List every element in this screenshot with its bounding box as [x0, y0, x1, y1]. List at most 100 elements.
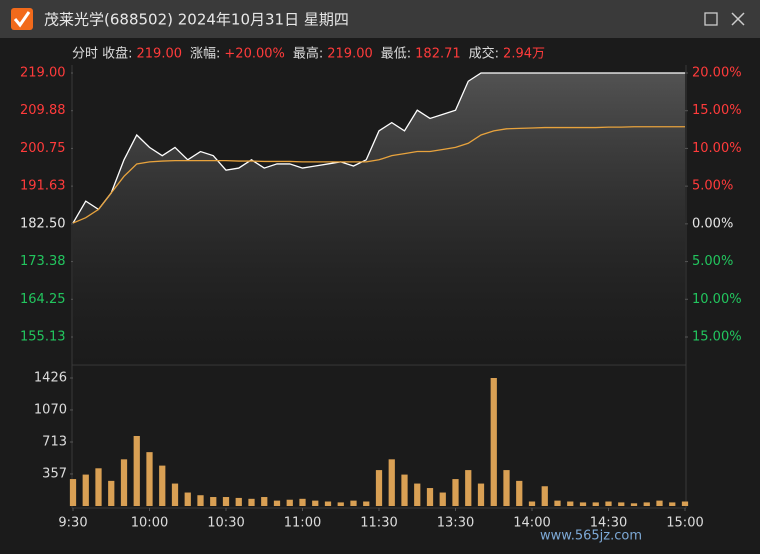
volume-bar — [363, 501, 370, 506]
volume-bar — [146, 452, 153, 506]
volume-bar — [184, 492, 191, 506]
volume-bar — [120, 459, 128, 506]
volume-bar — [375, 470, 383, 506]
y-tick-label: 173.38 — [20, 254, 66, 269]
volume-bar — [286, 499, 293, 506]
volume-tick-label: 1426 — [34, 371, 67, 386]
x-tick-label: 10:00 — [131, 516, 168, 531]
x-tick-label: 15:00 — [666, 516, 703, 531]
title-bar — [0, 0, 760, 38]
volume-bar — [95, 468, 102, 506]
volume-bar — [414, 483, 421, 506]
window-title: 茂莱光学(688502) 2024年10月31日 星期四 — [44, 11, 349, 29]
volume-bar — [222, 497, 230, 506]
average-line — [72, 126, 685, 224]
volume-bar — [82, 474, 89, 506]
volume-bar — [108, 480, 115, 506]
volume-bar — [299, 498, 306, 506]
volume-bar — [235, 497, 242, 506]
close-button[interactable] — [731, 12, 745, 26]
info-label: 成交: — [469, 46, 499, 62]
info-value: +20.00% — [224, 47, 284, 62]
volume-bar — [324, 501, 332, 506]
volume-bar — [567, 501, 574, 506]
y-tick-label: 200.75 — [20, 141, 66, 156]
y-tick-label: 219.00 — [20, 66, 66, 81]
maximize-button[interactable] — [704, 12, 718, 26]
volume-bar — [579, 502, 587, 506]
y2-tick-label: 10.00% — [692, 141, 742, 156]
volume-tick-label: 713 — [42, 435, 67, 450]
y2-tick-label: 15.00% — [692, 330, 742, 345]
volume-bar — [426, 488, 434, 506]
volume-bar — [312, 500, 319, 506]
y2-tick-label: 5.00% — [692, 254, 733, 269]
y2-tick-label: 10.00% — [692, 292, 742, 307]
y2-tick-label: 20.00% — [692, 66, 742, 81]
volume-bar — [605, 501, 612, 506]
volume-bar — [541, 486, 548, 506]
price-area — [73, 73, 685, 365]
price-line — [72, 72, 685, 224]
volume-bar — [490, 378, 497, 506]
y2-tick-label: 5.00% — [692, 179, 733, 194]
info-label: 最低: — [381, 47, 411, 62]
info-label: 最高: — [293, 46, 323, 62]
y2-tick-label: 15.00% — [692, 103, 742, 118]
info-label: 涨幅: — [190, 47, 220, 62]
info-value: 2.94万 — [503, 47, 545, 62]
volume-bar — [554, 500, 561, 506]
y-tick-label: 209.88 — [20, 103, 66, 118]
volume-bar — [477, 483, 485, 506]
volume-bar — [210, 497, 217, 506]
app-icon-check — [13, 11, 31, 28]
volume-bar — [159, 465, 166, 506]
volume-bar — [643, 502, 650, 506]
volume-bar — [528, 501, 536, 506]
x-tick-label: 9:30 — [58, 516, 87, 531]
volume-bar — [465, 470, 472, 506]
app-icon — [11, 8, 33, 30]
y-tick-label: 182.50 — [20, 216, 66, 231]
y2-tick-label: 0.00% — [692, 216, 733, 231]
y-tick-label: 164.25 — [20, 292, 66, 307]
y-tick-label: 191.63 — [20, 179, 66, 194]
info-value: 219.00 — [327, 47, 373, 62]
volume-bar — [350, 500, 357, 506]
x-tick-label: 10:30 — [207, 516, 244, 531]
volume-bar — [337, 502, 344, 506]
volume-bar — [197, 495, 204, 506]
volume-tick-label: 357 — [42, 466, 67, 481]
watermark: www.565jz.com — [540, 529, 642, 544]
volume-tick-label: 1070 — [34, 402, 67, 417]
info-value: 219.00 — [137, 47, 183, 62]
info-label: 分时 收盘: — [72, 46, 133, 62]
volume-bar — [261, 497, 268, 506]
volume-bar — [516, 480, 523, 506]
volume-bar — [133, 435, 140, 506]
volume-bar — [401, 474, 408, 506]
volume-bar — [681, 501, 689, 506]
volume-bar — [592, 502, 599, 506]
volume-bar — [630, 503, 638, 506]
y-tick-label: 155.13 — [20, 330, 66, 345]
volume-bar — [669, 502, 676, 506]
volume-bar — [171, 483, 179, 506]
volume-bar — [503, 470, 510, 506]
x-tick-label: 13:30 — [437, 516, 474, 531]
x-tick-label: 14:00 — [513, 516, 550, 531]
volume-bar — [248, 498, 255, 506]
x-tick-label: 14:30 — [590, 516, 627, 531]
info-value: 182.71 — [415, 47, 461, 62]
volume-bar — [439, 492, 446, 506]
x-tick-label: 11:00 — [284, 516, 321, 531]
volume-bar — [273, 500, 281, 506]
x-tick-label: 11:30 — [360, 516, 397, 531]
volume-bar — [452, 479, 459, 506]
volume-bar — [618, 502, 625, 506]
volume-bar — [388, 459, 395, 506]
volume-bar — [656, 500, 663, 506]
volume-bar — [69, 479, 77, 506]
